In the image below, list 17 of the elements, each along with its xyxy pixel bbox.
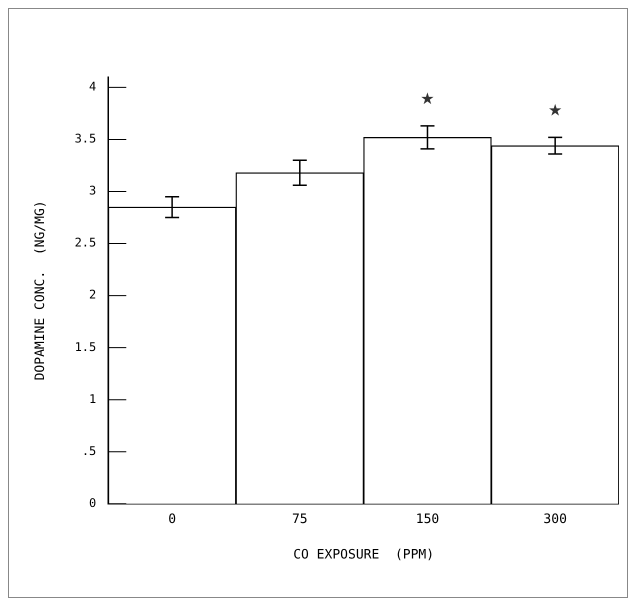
y-tick-label: 4 bbox=[89, 80, 96, 94]
y-tick-label: 3.5 bbox=[74, 132, 96, 146]
x-axis-title: CO EXPOSURE (PPM) bbox=[293, 548, 434, 563]
y-tick-label: 3 bbox=[89, 184, 96, 198]
annotation: ★ bbox=[420, 89, 435, 108]
y-tick-label: 2.5 bbox=[74, 236, 96, 250]
y-tick-label: 2 bbox=[89, 288, 96, 302]
y-axis-title: DOPAMINE CONC. (NG/MG) bbox=[33, 200, 48, 380]
x-tick-label: 0 bbox=[168, 512, 176, 527]
y-tick-label: .5 bbox=[82, 444, 96, 458]
x-tick-label: 75 bbox=[292, 512, 308, 527]
annotation: ★ bbox=[548, 100, 562, 120]
y-tick-label: 1 bbox=[89, 392, 96, 406]
x-tick-label: 300 bbox=[543, 512, 567, 527]
y-tick-label: 0 bbox=[89, 496, 96, 510]
y-tick-label: 1.5 bbox=[74, 340, 96, 354]
x-tick-label: 150 bbox=[416, 512, 440, 527]
